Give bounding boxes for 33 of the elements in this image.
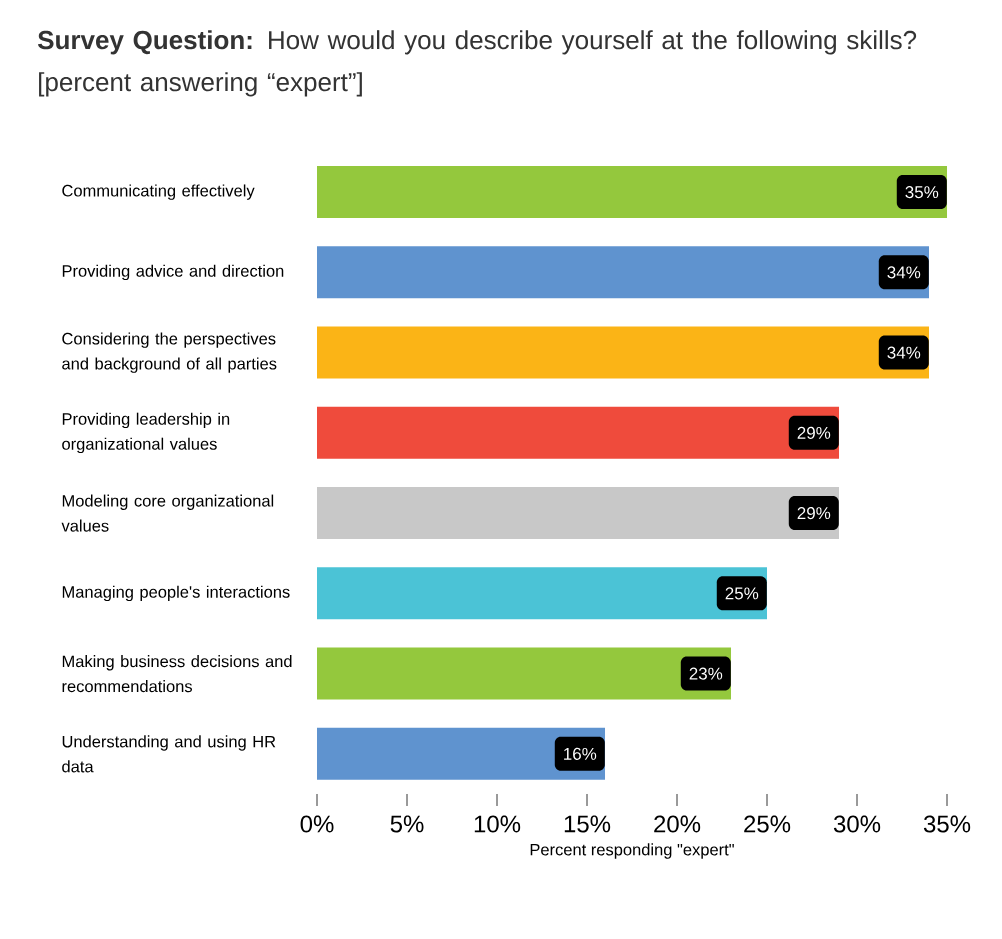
data-label: 35% <box>905 186 939 199</box>
y-tick-label: Providing advice and direction <box>62 264 284 281</box>
x-tick-label: 15% <box>564 815 611 833</box>
y-tick-label: Considering the perspectives and background of all parties <box>62 332 277 373</box>
bar <box>317 246 930 299</box>
y-tick-label: Modeling core organizational values <box>61 494 274 532</box>
y-tick-label: Making business decisions and recommendations <box>62 655 292 693</box>
data-label: 25% <box>725 587 759 600</box>
x-axis-title: Percent responding "expert" <box>530 843 734 859</box>
x-tick-label: 30% <box>833 815 881 833</box>
bar <box>317 166 948 219</box>
data-label: 29% <box>797 426 831 439</box>
data-label: 16% <box>564 747 597 760</box>
x-tick-label: 35% <box>923 815 971 833</box>
y-tick-label: Communicating effectively <box>62 184 255 200</box>
x-tick-label: 20% <box>654 815 701 833</box>
data-label: 29% <box>797 507 831 520</box>
x-tick-label: 10% <box>474 815 521 833</box>
x-tick-label: 25% <box>744 815 791 833</box>
y-tick-label: Managing people's interactions <box>62 585 290 602</box>
chart-title: Survey Question: How would you describe yourself at the following skills? [percent answering “expert”] <box>37 30 917 97</box>
bar <box>317 567 768 620</box>
bar <box>317 487 840 540</box>
bar <box>317 326 930 379</box>
x-tick-label: 0% <box>300 815 334 833</box>
y-tick-label: Providing leadership in organizational values <box>62 412 230 454</box>
bar <box>317 406 840 459</box>
data-label: 34% <box>887 266 921 279</box>
x-tick-label: 5% <box>390 815 424 833</box>
y-tick-label: Understanding and using HR data <box>62 735 276 773</box>
data-label: 34% <box>887 346 921 359</box>
data-label: 23% <box>689 667 723 680</box>
bar <box>317 647 732 700</box>
